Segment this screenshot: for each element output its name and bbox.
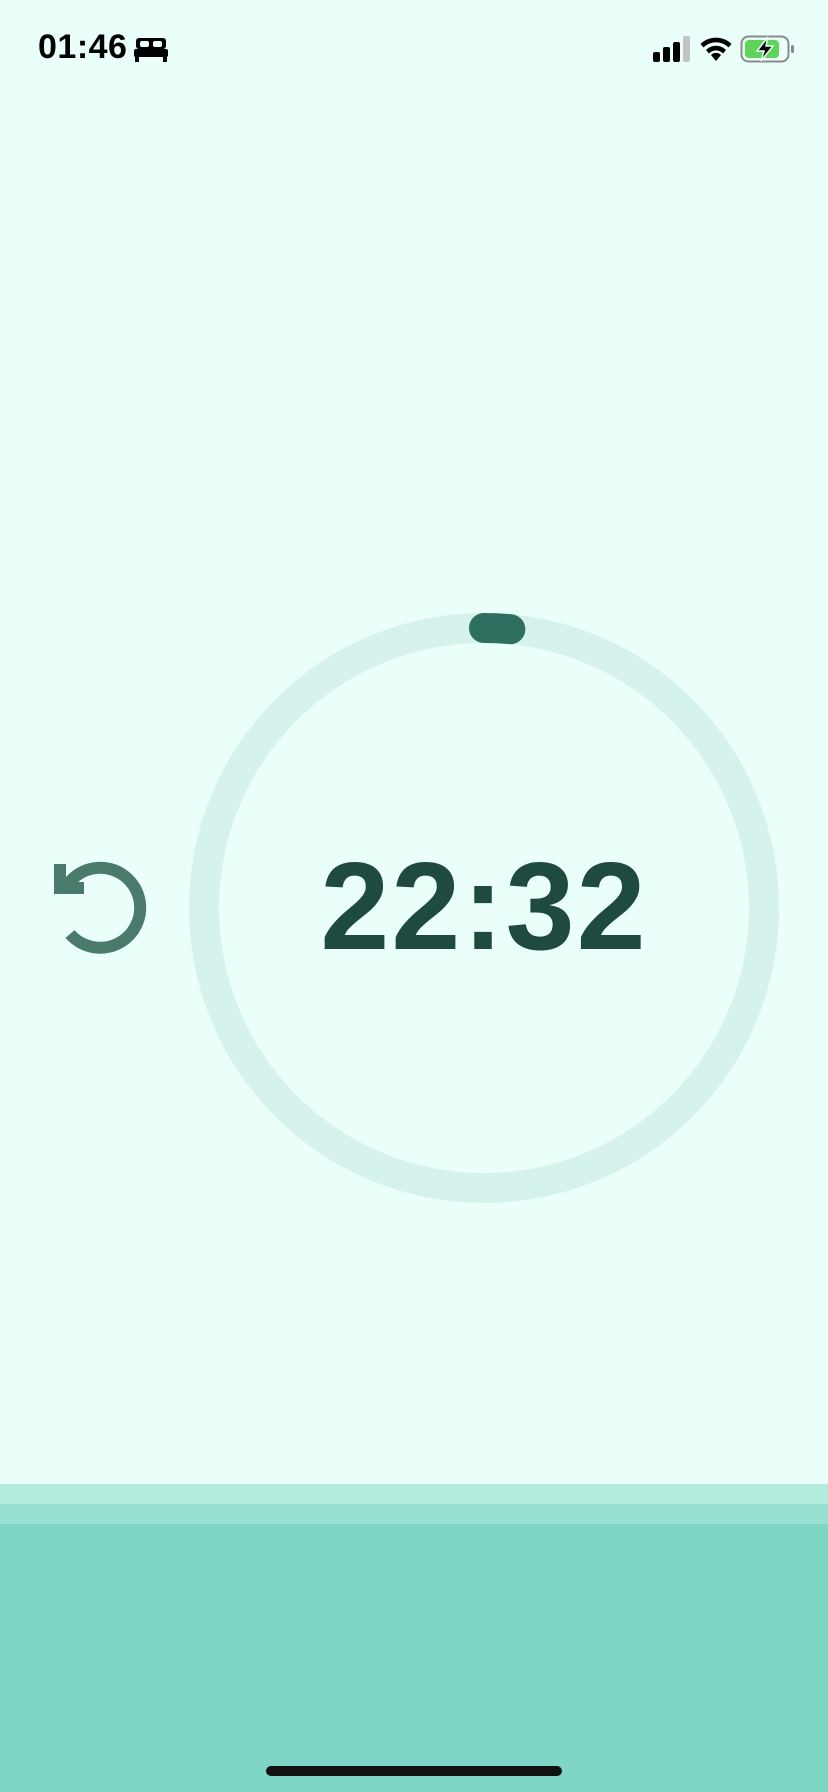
bottom-panel-band-light bbox=[0, 1484, 828, 1504]
reset-button[interactable] bbox=[44, 854, 150, 960]
bottom-panel-band-mid bbox=[0, 1504, 828, 1524]
bottom-panel bbox=[0, 1524, 828, 1792]
home-indicator[interactable] bbox=[266, 1766, 562, 1776]
battery-charging-icon bbox=[740, 35, 794, 63]
timer-remaining-time: 22:32 bbox=[320, 838, 648, 976]
reset-icon bbox=[54, 861, 147, 954]
bed-icon bbox=[134, 38, 168, 62]
status-time: 01:46 bbox=[38, 28, 128, 66]
cellular-signal-icon bbox=[653, 36, 690, 62]
timer-ring-progress bbox=[469, 613, 526, 645]
timer-ring bbox=[189, 613, 779, 1203]
wifi-icon bbox=[700, 37, 732, 61]
status-bar: 01:46 bbox=[0, 0, 828, 100]
